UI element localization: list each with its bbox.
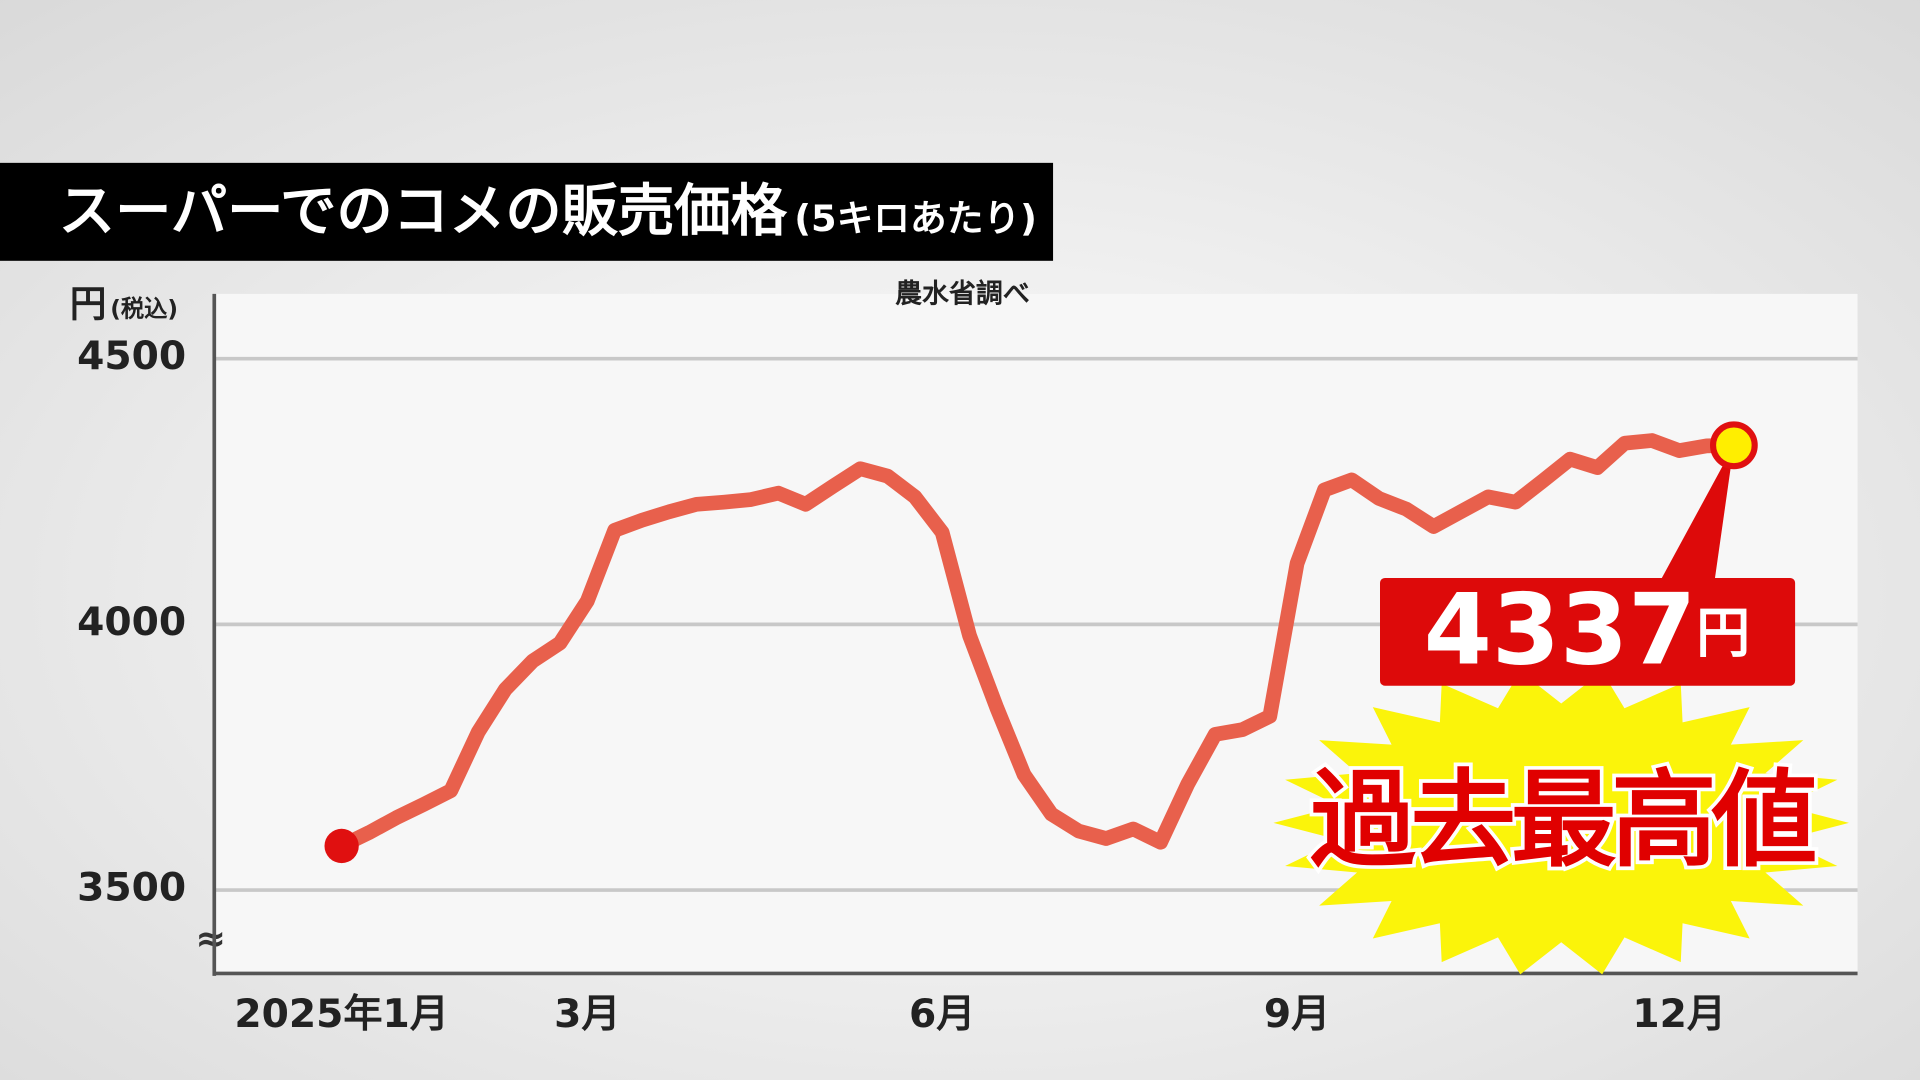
x-tick-label: 2025年1月 bbox=[234, 992, 449, 1037]
x-tick-label: 12月 bbox=[1632, 992, 1726, 1037]
y-tick-label: 4500 bbox=[77, 334, 186, 379]
y-axis-label: 円 bbox=[70, 283, 107, 326]
chart-subtitle: (5キロあたり) bbox=[794, 197, 1037, 240]
annotation: 過去最高値 bbox=[1310, 759, 1815, 882]
x-tick-label: 3月 bbox=[554, 992, 620, 1037]
title-bar bbox=[0, 162, 1054, 261]
starburst bbox=[1273, 671, 1849, 975]
y-axis-label-note: (税込) bbox=[110, 295, 178, 322]
end-point bbox=[1710, 421, 1758, 470]
start-point bbox=[324, 828, 359, 864]
y-tick-label: 4000 bbox=[77, 600, 186, 645]
plot: 過去最高値 4337円 bbox=[324, 421, 1849, 975]
axis-break: ≈ bbox=[195, 917, 226, 960]
chart-title: スーパーでのコメの販売価格 bbox=[59, 179, 788, 244]
y-tick-label: 3500 bbox=[77, 866, 186, 911]
callout-pointer bbox=[1659, 445, 1734, 583]
value-label: 4337円 bbox=[1424, 574, 1750, 688]
x-tick-label: 9月 bbox=[1264, 992, 1330, 1037]
source-note: 農水省調べ bbox=[895, 278, 1030, 310]
callout-box bbox=[1380, 577, 1796, 686]
x-tick-label: 6月 bbox=[909, 992, 975, 1037]
price-line bbox=[334, 433, 1742, 854]
